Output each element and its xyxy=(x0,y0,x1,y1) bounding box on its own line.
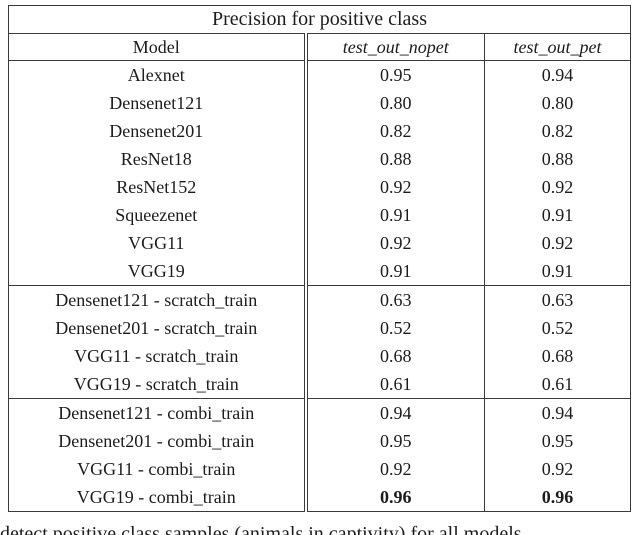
table-row: ResNet18 0.88 0.88 xyxy=(8,145,631,173)
nopet-cell: 0.88 xyxy=(305,145,485,173)
table-title-row: Precision for positive class xyxy=(8,5,631,34)
pet-cell: 0.94 xyxy=(484,398,631,427)
pet-cell: 0.94 xyxy=(541,65,574,85)
table-row: Densenet121 0.80 0.80 xyxy=(8,89,631,117)
table-row: Squeezenet 0.91 0.91 xyxy=(8,201,631,229)
table-row: VGG11 0.92 0.92 xyxy=(8,229,631,257)
model-cell: Densenet121 - combi_train xyxy=(8,398,308,427)
table-row: VGG11 - combi_train 0.92 0.92 xyxy=(8,455,631,483)
table-row: Densenet201 0.82 0.82 xyxy=(8,117,631,145)
model-cell: ResNet152 xyxy=(8,173,308,201)
table-row: VGG19 - combi_train 0.96 0.96 xyxy=(8,483,631,512)
table-header-row: Model test_out_nopet test_out_pet xyxy=(8,33,631,61)
table-row: Densenet121 - scratch_train 0.63 0.63 xyxy=(8,285,631,314)
pet-cell: 0.92 xyxy=(541,459,574,479)
model-cell: Squeezenet xyxy=(8,201,308,229)
column-header-test-out-nopet: test_out_nopet xyxy=(305,33,485,61)
model-cell: Densenet201 - combi_train xyxy=(8,427,308,455)
table-row: VGG19 - scratch_train 0.61 0.61 xyxy=(8,370,631,399)
table-row: Densenet201 - combi_train 0.95 0.95 xyxy=(8,427,631,455)
table-row: Densenet201 - scratch_train 0.52 0.52 xyxy=(8,314,631,342)
column-header-model: Model xyxy=(8,33,308,61)
pet-cell: 0.88 xyxy=(541,149,574,169)
pet-cell: 0.92 xyxy=(541,233,574,253)
table-row: VGG19 0.91 0.91 xyxy=(8,257,631,286)
nopet-cell: 0.96 xyxy=(305,483,485,512)
pet-cell: 0.61 xyxy=(541,374,574,394)
pet-cell: 0.91 xyxy=(541,205,574,225)
model-cell: VGG11 xyxy=(8,229,308,257)
nopet-cell: 0.80 xyxy=(305,89,485,117)
nopet-cell: 0.95 xyxy=(305,427,485,455)
model-cell: Alexnet xyxy=(8,60,308,89)
table-row: Densenet121 - combi_train 0.94 0.94 xyxy=(8,398,631,427)
pet-cell: 0.92 xyxy=(541,177,574,197)
column-header-test-out-pet: test_out_pet xyxy=(484,33,631,61)
table-title: Precision for positive class xyxy=(8,5,631,34)
model-cell: VGG19 - combi_train xyxy=(8,483,308,512)
model-cell: Densenet201 xyxy=(8,117,308,145)
pet-cell: 0.91 xyxy=(541,261,574,281)
pet-cell: 0.96 xyxy=(541,487,574,507)
nopet-cell: 0.92 xyxy=(305,229,485,257)
model-cell: VGG19 - scratch_train xyxy=(8,370,308,399)
table-row: ResNet152 0.92 0.92 xyxy=(8,173,631,201)
pet-cell: 0.95 xyxy=(541,431,574,451)
pet-cell: 0.80 xyxy=(541,93,574,113)
nopet-cell: 0.91 xyxy=(305,257,485,286)
table-row: VGG11 - scratch_train 0.68 0.68 xyxy=(8,342,631,370)
pet-cell: 0.68 xyxy=(541,346,574,366)
model-cell: Densenet201 - scratch_train xyxy=(8,314,308,342)
nopet-cell: 0.92 xyxy=(305,173,485,201)
nopet-cell: 0.52 xyxy=(305,314,485,342)
pet-cell: 0.63 xyxy=(484,285,631,314)
nopet-cell: 0.61 xyxy=(305,370,485,399)
model-cell: Densenet121 xyxy=(8,89,308,117)
nopet-cell: 0.63 xyxy=(305,285,485,314)
table-row: Alexnet 0.95 0.94 xyxy=(8,60,631,89)
nopet-cell: 0.68 xyxy=(305,342,485,370)
model-cell: VGG19 xyxy=(8,257,308,286)
nopet-cell: 0.95 xyxy=(305,60,485,89)
model-cell: ResNet18 xyxy=(8,145,308,173)
model-cell: VGG11 - combi_train xyxy=(8,455,308,483)
nopet-cell: 0.92 xyxy=(305,455,485,483)
table-caption-clipped: detect positive class samples (animals i… xyxy=(0,523,522,535)
pet-cell: 0.82 xyxy=(541,121,574,141)
nopet-cell: 0.82 xyxy=(305,117,485,145)
nopet-cell: 0.91 xyxy=(305,201,485,229)
precision-table: Precision for positive class Model test_… xyxy=(8,5,632,512)
nopet-cell: 0.94 xyxy=(305,398,485,427)
model-cell: VGG11 - scratch_train xyxy=(8,342,308,370)
model-cell: Densenet121 - scratch_train xyxy=(8,285,308,314)
pet-cell: 0.52 xyxy=(541,318,574,338)
